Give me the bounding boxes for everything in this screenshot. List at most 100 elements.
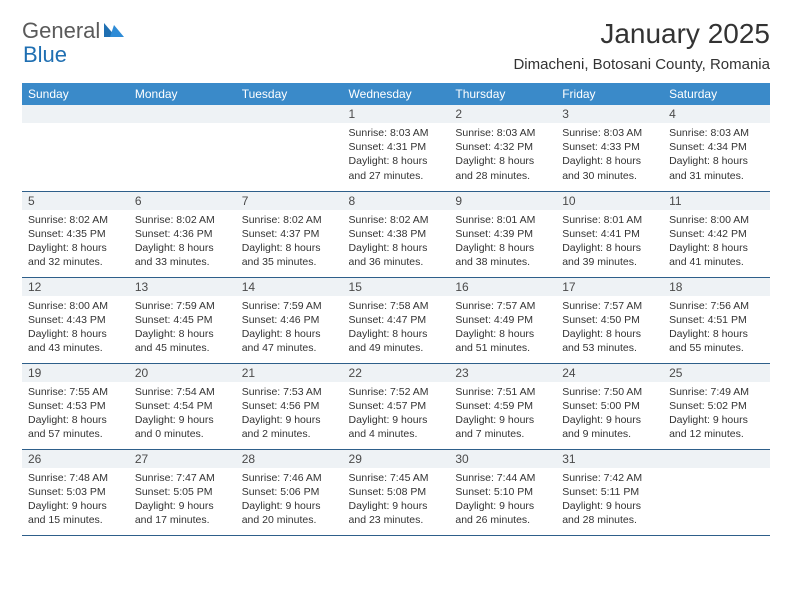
sunset-text: Sunset: 4:46 PM	[242, 313, 337, 327]
calendar-cell: 25 Sunrise: 7:49 AMSunset: 5:02 PMDayligh…	[663, 363, 770, 449]
sunrise-text: Sunrise: 7:56 AM	[669, 299, 764, 313]
sunrise-text: Sunrise: 7:52 AM	[349, 385, 444, 399]
sunrise-text: Sunrise: 7:53 AM	[242, 385, 337, 399]
sunset-text: Sunset: 5:11 PM	[562, 485, 657, 499]
calendar-cell: 29Sunrise: 7:45 AMSunset: 5:08 PMDayligh…	[343, 449, 450, 535]
day-number: 6	[129, 192, 236, 210]
calendar-cell: 28Sunrise: 7:46 AMSunset: 5:06 PMDayligh…	[236, 449, 343, 535]
daylight-text: Daylight: 8 hours and 28 minutes.	[455, 154, 550, 182]
calendar-cell: 9Sunrise: 8:01 AMSunset: 4:39 PMDaylight…	[449, 191, 556, 277]
cell-details: Sunrise: 8:02 AMSunset: 4:38 PMDaylight:…	[349, 213, 444, 270]
daylight-text: Daylight: 9 hours and 26 minutes.	[455, 499, 550, 527]
sunrise-text: Sunrise: 7:58 AM	[349, 299, 444, 313]
sunrise-text: Sunrise: 7:46 AM	[242, 471, 337, 485]
day-header: Tuesday	[236, 83, 343, 105]
sunset-text: Sunset: 4:54 PM	[135, 399, 230, 413]
daylight-text: Daylight: 8 hours and 27 minutes.	[349, 154, 444, 182]
sunrise-text: Sunrise: 8:03 AM	[669, 126, 764, 140]
cell-details: Sunrise: 7:57 AMSunset: 4:49 PMDaylight:…	[455, 299, 550, 356]
daylight-text: Daylight: 9 hours and 12 minutes.	[669, 413, 764, 441]
calendar-cell: 13Sunrise: 7:59 AMSunset: 4:45 PMDayligh…	[129, 277, 236, 363]
cell-details: Sunrise: 7:54 AMSunset: 4:54 PMDaylight:…	[135, 385, 230, 442]
cell-details: Sunrise: 8:03 AMSunset: 4:31 PMDaylight:…	[349, 126, 444, 183]
daylight-text: Daylight: 9 hours and 7 minutes.	[455, 413, 550, 441]
day-number: 23	[449, 364, 556, 382]
day-number: 8	[343, 192, 450, 210]
day-number: 24	[556, 364, 663, 382]
sunrise-text: Sunrise: 7:48 AM	[28, 471, 123, 485]
logo: General	[22, 18, 126, 44]
calendar-cell: 19 Sunrise: 7:55 AMSunset: 4:53 PMDayligh…	[22, 363, 129, 449]
sunset-text: Sunset: 4:53 PM	[28, 399, 123, 413]
sunset-text: Sunset: 4:50 PM	[562, 313, 657, 327]
sunrise-text: Sunrise: 8:03 AM	[455, 126, 550, 140]
daylight-text: Daylight: 8 hours and 49 minutes.	[349, 327, 444, 355]
sunset-text: Sunset: 4:56 PM	[242, 399, 337, 413]
sunset-text: Sunset: 4:45 PM	[135, 313, 230, 327]
calendar-cell: 1Sunrise: 8:03 AMSunset: 4:31 PMDaylight…	[343, 105, 450, 191]
calendar-head: SundayMondayTuesdayWednesdayThursdayFrid…	[22, 83, 770, 105]
logo-triangle-icon	[104, 21, 124, 42]
title-block: January 2025 Dimacheni, Botosani County,…	[513, 18, 770, 73]
sunrise-text: Sunrise: 7:55 AM	[28, 385, 123, 399]
sunset-text: Sunset: 5:02 PM	[669, 399, 764, 413]
sunrise-text: Sunrise: 8:00 AM	[669, 213, 764, 227]
calendar-cell: 22Sunrise: 7:52 AMSunset: 4:57 PMDayligh…	[343, 363, 450, 449]
day-header: Wednesday	[343, 83, 450, 105]
day-number: 16	[449, 278, 556, 296]
sunset-text: Sunset: 5:05 PM	[135, 485, 230, 499]
day-number: 25	[663, 364, 770, 382]
cell-details: Sunrise: 7:53 AMSunset: 4:56 PMDaylight:…	[242, 385, 337, 442]
calendar-cell: .	[663, 449, 770, 535]
sunset-text: Sunset: 4:57 PM	[349, 399, 444, 413]
calendar-cell: 5Sunrise: 8:02 AMSunset: 4:35 PMDaylight…	[22, 191, 129, 277]
calendar-cell: 6Sunrise: 8:02 AMSunset: 4:36 PMDaylight…	[129, 191, 236, 277]
day-number: 28	[236, 450, 343, 468]
sunset-text: Sunset: 4:49 PM	[455, 313, 550, 327]
cell-details: Sunrise: 8:00 AMSunset: 4:43 PMDaylight:…	[28, 299, 123, 356]
daylight-text: Daylight: 9 hours and 2 minutes.	[242, 413, 337, 441]
sunset-text: Sunset: 4:31 PM	[349, 140, 444, 154]
sunset-text: Sunset: 4:42 PM	[669, 227, 764, 241]
calendar-cell: 14Sunrise: 7:59 AMSunset: 4:46 PMDayligh…	[236, 277, 343, 363]
sunset-text: Sunset: 4:37 PM	[242, 227, 337, 241]
cell-details: Sunrise: 8:02 AMSunset: 4:37 PMDaylight:…	[242, 213, 337, 270]
sunset-text: Sunset: 4:41 PM	[562, 227, 657, 241]
sunset-text: Sunset: 4:38 PM	[349, 227, 444, 241]
cell-details: Sunrise: 7:49 AMSunset: 5:02 PMDaylight:…	[669, 385, 764, 442]
sunrise-text: Sunrise: 7:57 AM	[562, 299, 657, 313]
day-header: Friday	[556, 83, 663, 105]
daylight-text: Daylight: 8 hours and 36 minutes.	[349, 241, 444, 269]
calendar-row: 12 Sunrise: 8:00 AMSunset: 4:43 PMDayligh…	[22, 277, 770, 363]
sunset-text: Sunset: 4:39 PM	[455, 227, 550, 241]
sunrise-text: Sunrise: 7:42 AM	[562, 471, 657, 485]
cell-details: Sunrise: 7:48 AMSunset: 5:03 PMDaylight:…	[28, 471, 123, 528]
logo-blue-text-wrap: Blue	[22, 42, 67, 68]
calendar-cell: .	[129, 105, 236, 191]
cell-details: Sunrise: 8:03 AMSunset: 4:34 PMDaylight:…	[669, 126, 764, 183]
daylight-text: Daylight: 8 hours and 53 minutes.	[562, 327, 657, 355]
daylight-text: Daylight: 8 hours and 45 minutes.	[135, 327, 230, 355]
sunset-text: Sunset: 4:33 PM	[562, 140, 657, 154]
daylight-text: Daylight: 9 hours and 28 minutes.	[562, 499, 657, 527]
sunrise-text: Sunrise: 8:01 AM	[562, 213, 657, 227]
calendar-body: ...1Sunrise: 8:03 AMSunset: 4:31 PMDayli…	[22, 105, 770, 535]
day-header: Saturday	[663, 83, 770, 105]
calendar-cell: 7Sunrise: 8:02 AMSunset: 4:37 PMDaylight…	[236, 191, 343, 277]
daylight-text: Daylight: 9 hours and 9 minutes.	[562, 413, 657, 441]
calendar-cell: 30Sunrise: 7:44 AMSunset: 5:10 PMDayligh…	[449, 449, 556, 535]
sunrise-text: Sunrise: 7:50 AM	[562, 385, 657, 399]
day-number: 19	[22, 364, 129, 382]
calendar-cell: 3Sunrise: 8:03 AMSunset: 4:33 PMDaylight…	[556, 105, 663, 191]
cell-details: Sunrise: 7:55 AMSunset: 4:53 PMDaylight:…	[28, 385, 123, 442]
calendar-table: SundayMondayTuesdayWednesdayThursdayFrid…	[22, 83, 770, 536]
day-number: 12	[22, 278, 129, 296]
daylight-text: Daylight: 8 hours and 30 minutes.	[562, 154, 657, 182]
calendar-cell: 21Sunrise: 7:53 AMSunset: 4:56 PMDayligh…	[236, 363, 343, 449]
calendar-cell: 10Sunrise: 8:01 AMSunset: 4:41 PMDayligh…	[556, 191, 663, 277]
day-number: 26	[22, 450, 129, 468]
calendar-row: 19Sunrise: 7:55 AMSunset: 4:53 PMDayligh…	[22, 363, 770, 449]
day-number: 30	[449, 450, 556, 468]
daylight-text: Daylight: 8 hours and 51 minutes.	[455, 327, 550, 355]
cell-details: Sunrise: 7:52 AMSunset: 4:57 PMDaylight:…	[349, 385, 444, 442]
